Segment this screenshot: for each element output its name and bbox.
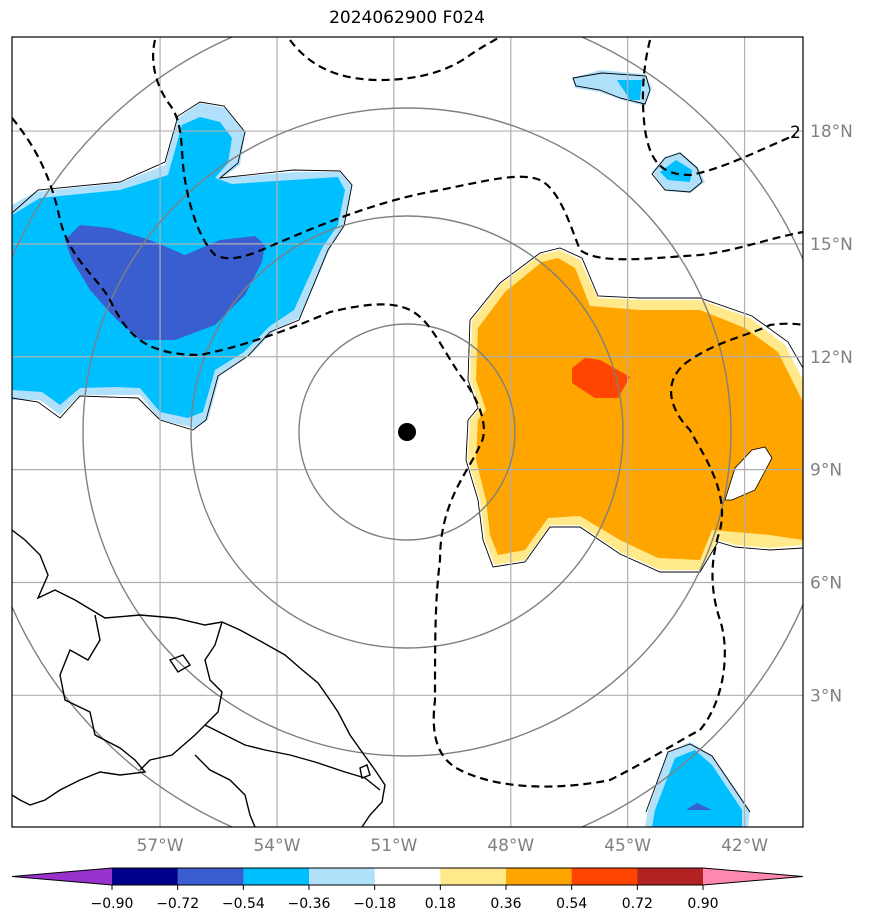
map-title: 2024062900 F024 <box>329 8 485 28</box>
longitude-tick-label: 51°W <box>370 836 417 856</box>
longitude-tick-label: 42°W <box>721 836 768 856</box>
latitude-tick-label: 3°N <box>810 686 842 706</box>
colorbar-segment <box>177 868 244 885</box>
colorbar-segment <box>374 868 441 885</box>
storm-center-marker <box>398 423 416 441</box>
colorbar-tick-label: −0.90 <box>91 896 134 912</box>
longitude-tick-label: 57°W <box>137 836 184 856</box>
colorbar-tick-label: 0.90 <box>687 896 718 912</box>
dashed-contours <box>12 37 803 788</box>
colorbar-tick-label: −0.72 <box>156 896 199 912</box>
range-rings <box>12 37 803 827</box>
colorbar-tick-label: 0.54 <box>556 896 587 912</box>
blue-region-south <box>652 750 742 827</box>
longitude-labels: 57°W 54°W 51°W 48°W 45°W 42°W <box>137 836 769 856</box>
colorbar: −0.90 −0.72 −0.54 −0.36 −0.18 0.18 0.36 0.54 0.7… <box>11 867 804 912</box>
colorbar-segment <box>440 868 507 885</box>
dashed-contour-mid <box>152 39 803 261</box>
range-ring-3 <box>82 107 732 757</box>
map-content <box>12 37 803 827</box>
longitude-tick-label: 45°W <box>604 836 651 856</box>
latitude-tick-label: 9°N <box>810 461 842 481</box>
latitude-labels: 3°N 6°N 9°N 12°N 15°N 18°N <box>810 122 853 706</box>
latitude-tick-label: 18°N <box>810 122 853 142</box>
dashed-contour-ne <box>641 39 796 177</box>
colorbar-tick-label: 0.72 <box>622 896 653 912</box>
dashed-contour-west <box>12 117 803 788</box>
longitude-tick-label: 48°W <box>487 836 534 856</box>
colorbar-segment <box>637 868 704 885</box>
blue-patch-small <box>660 160 692 182</box>
colorbar-extend-low <box>12 868 112 885</box>
colorbar-tick-label: −0.36 <box>288 896 331 912</box>
colorbar-tick-label: −0.18 <box>353 896 396 912</box>
colorbar-segment <box>243 868 310 885</box>
white-hole-east <box>724 446 773 501</box>
dashed-contour-north <box>289 37 499 82</box>
map-frame <box>11 36 804 828</box>
colorbar-segment <box>571 868 638 885</box>
colorbar-segment <box>309 868 376 885</box>
colorbar-segment <box>112 868 179 885</box>
colorbar-tick-label: 0.36 <box>490 896 521 912</box>
contour-label: 2 <box>790 123 801 143</box>
colorbar-tick-label: −0.54 <box>222 896 265 912</box>
colorbar-extend-high <box>703 868 803 885</box>
latitude-tick-label: 12°N <box>810 348 853 368</box>
coastline <box>12 529 386 827</box>
colorbar-tick-label: 0.18 <box>425 896 456 912</box>
red-spot <box>572 358 630 398</box>
dark-blue-spot-south <box>686 803 712 810</box>
latitude-tick-label: 6°N <box>810 573 842 593</box>
colorbar-segment <box>506 868 573 885</box>
blue-patch-ne <box>617 80 642 100</box>
longitude-tick-label: 54°W <box>253 836 300 856</box>
range-ring-1 <box>298 323 516 541</box>
latitude-tick-label: 15°N <box>810 235 853 255</box>
orange-region-east <box>476 258 803 560</box>
lat-lon-grid <box>12 37 803 827</box>
range-ring-2 <box>190 215 624 649</box>
